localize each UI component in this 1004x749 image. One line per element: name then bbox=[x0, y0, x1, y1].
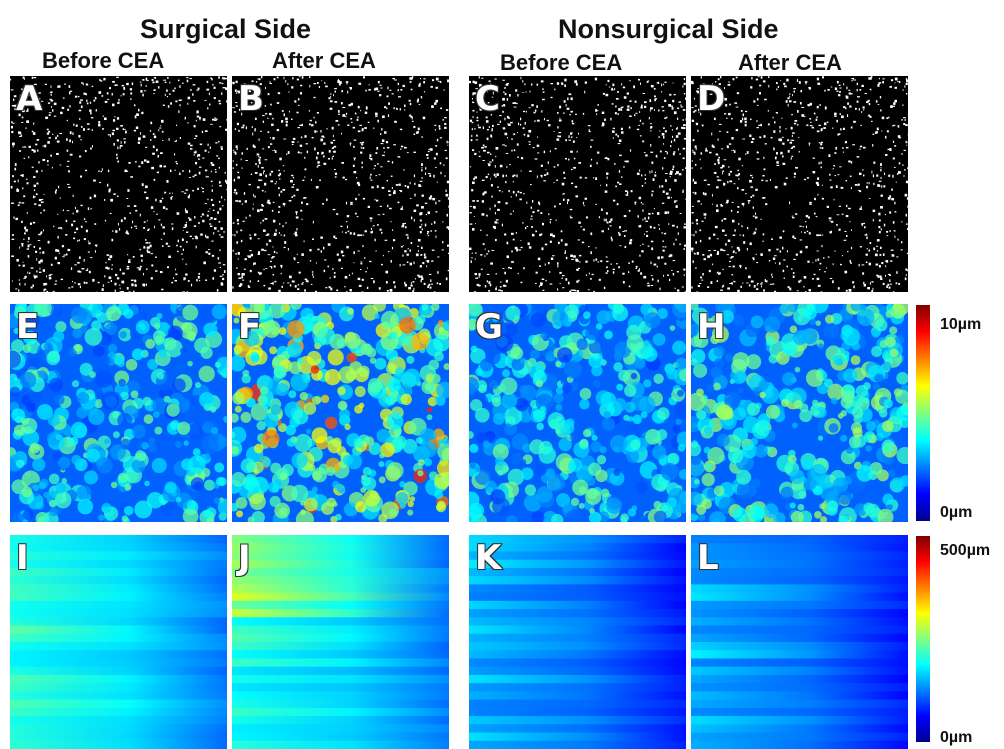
depth-colorbar-max-label: 500µm bbox=[940, 542, 991, 559]
depth-colorbar bbox=[916, 536, 930, 742]
binary-vessel-map-panel-d: D bbox=[691, 76, 908, 292]
surgical-side-title: Surgical Side bbox=[140, 14, 312, 44]
panel-label-d: D bbox=[696, 79, 726, 119]
depth-colorbar-min-label: 0µm bbox=[940, 729, 973, 746]
thickness-map-panel-f: F bbox=[232, 304, 449, 522]
thickness-map-image bbox=[469, 304, 686, 522]
binary-vessel-map-panel-a: A bbox=[10, 76, 227, 292]
panel-label-h: H bbox=[696, 307, 726, 347]
binary-vessel-map-image bbox=[691, 76, 908, 292]
thickness-colorbar bbox=[916, 305, 930, 521]
panel-label-e: E bbox=[15, 307, 40, 347]
thickness-map-panel-g: G bbox=[469, 304, 686, 522]
depth-map-panel-k: K bbox=[469, 535, 686, 749]
depth-map-image bbox=[469, 535, 686, 749]
thickness-map-image bbox=[10, 304, 227, 522]
binary-vessel-map-panel-c: C bbox=[469, 76, 686, 292]
depth-map-panel-j: J bbox=[232, 535, 449, 749]
thickness-map-image bbox=[691, 304, 908, 522]
col-title-surgical-after: After CEA bbox=[272, 48, 376, 73]
binary-vessel-map-image bbox=[469, 76, 686, 292]
panel-label-i: I bbox=[15, 538, 29, 578]
depth-map-panel-l: L bbox=[691, 535, 908, 749]
binary-vessel-map-panel-b: B bbox=[232, 76, 449, 292]
panel-label-a: A bbox=[15, 79, 43, 119]
binary-vessel-map-image bbox=[232, 76, 449, 292]
depth-map-image bbox=[232, 535, 449, 749]
panel-label-l: L bbox=[696, 538, 719, 578]
nonsurgical-side-title: Nonsurgical Side bbox=[558, 14, 779, 44]
thickness-map-panel-e: E bbox=[10, 304, 227, 522]
thickness-map-panel-h: H bbox=[691, 304, 908, 522]
panel-label-g: G bbox=[474, 307, 503, 347]
panel-label-k: K bbox=[474, 538, 502, 578]
panel-label-c: C bbox=[474, 79, 500, 119]
thickness-colorbar-min-label: 0µm bbox=[940, 504, 973, 521]
thickness-colorbar-max-label: 10µm bbox=[940, 316, 982, 333]
col-title-nonsurgical-before: Before CEA bbox=[500, 50, 623, 75]
col-title-nonsurgical-after: After CEA bbox=[738, 50, 842, 75]
thickness-map-image bbox=[232, 304, 449, 522]
panel-label-b: B bbox=[237, 79, 264, 119]
depth-map-image bbox=[10, 535, 227, 749]
depth-map-image bbox=[691, 535, 908, 749]
panel-label-j: J bbox=[237, 538, 251, 578]
depth-map-panel-i: I bbox=[10, 535, 227, 749]
col-title-surgical-before: Before CEA bbox=[42, 48, 165, 73]
panel-label-f: F bbox=[237, 307, 262, 347]
binary-vessel-map-image bbox=[10, 76, 227, 292]
